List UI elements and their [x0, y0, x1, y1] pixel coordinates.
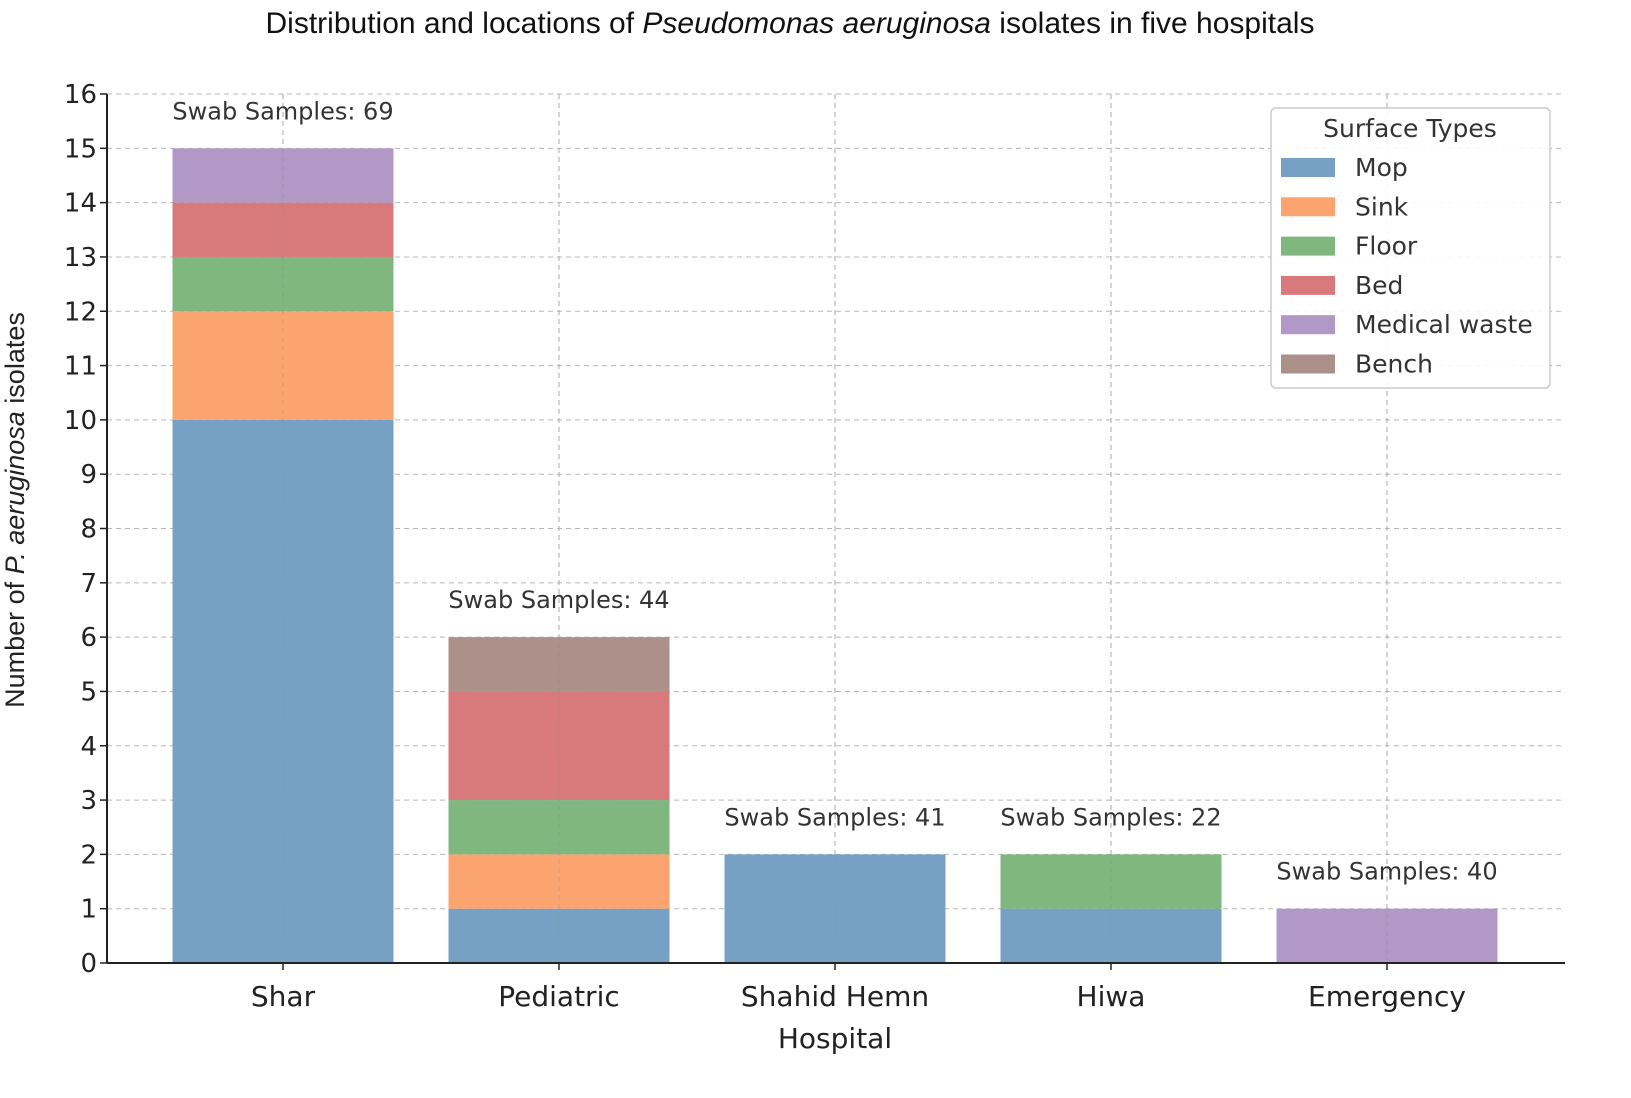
legend-label: Medical waste: [1355, 310, 1533, 339]
x-tick-label: Shahid Hemn: [741, 980, 929, 1013]
bar-annotations: Swab Samples: 69 Swab Samples: 44 Swab Sam…: [172, 97, 1497, 885]
y-tick-label: 9: [80, 460, 97, 490]
y-tick-label: 3: [80, 786, 97, 816]
y-tick-label: 7: [80, 569, 97, 599]
y-tick-label: 15: [64, 134, 97, 164]
y-tick-label: 16: [64, 80, 97, 110]
chart-title: Distribution and locations of Pseudomona…: [266, 7, 1315, 40]
bar-segment-bed: [448, 691, 670, 801]
bar-segment-sink: [448, 854, 670, 909]
legend: Surface Types Mop Sink Floor Bed Medical wast…: [1270, 107, 1551, 389]
legend-label: Sink: [1355, 192, 1409, 221]
legend-swatch: [1281, 354, 1335, 374]
swab-samples-label: Swab Samples: 41: [724, 803, 945, 831]
bar-segment-medical-waste: [172, 148, 394, 203]
x-axis-label: Hospital: [778, 1022, 892, 1055]
legend-swatch: [1281, 197, 1335, 217]
bar-segment-bench: [448, 637, 670, 692]
y-tick-label: 2: [80, 840, 97, 870]
bar-segment-floor: [172, 256, 394, 312]
swab-samples-label: Swab Samples: 44: [448, 586, 669, 614]
bar-segment-bed: [172, 202, 394, 257]
y-tick-label: 4: [80, 732, 97, 762]
legend-item-sink: Sink: [1281, 192, 1409, 221]
legend-item-mop: Mop: [1281, 153, 1408, 182]
y-tick-label: 10: [64, 406, 97, 436]
y-tick-label: 5: [80, 677, 97, 707]
bar-segment-mop: [724, 854, 946, 963]
y-tick-label: 14: [64, 189, 97, 219]
bar-segment-floor: [448, 800, 670, 855]
y-tick-label: 13: [64, 243, 97, 273]
legend-swatch: [1281, 275, 1335, 295]
legend-swatch: [1281, 236, 1335, 256]
swab-samples-label: Swab Samples: 22: [1000, 803, 1221, 831]
y-tick-label: 0: [80, 949, 97, 979]
y-tick-label: 12: [64, 297, 97, 327]
bar-segment-sink: [172, 311, 394, 420]
x-tick-label: Pediatric: [498, 980, 620, 1013]
bar-segment-mop: [1000, 908, 1222, 963]
legend-label: Floor: [1355, 232, 1418, 261]
bar-segment-mop: [172, 419, 394, 963]
legend-item-bed: Bed: [1281, 271, 1403, 300]
bar-segment-medical-waste: [1276, 908, 1498, 963]
legend-item-medical-waste: Medical waste: [1281, 310, 1533, 339]
bars: [172, 94, 1498, 963]
legend-label: Bed: [1355, 271, 1403, 300]
x-tick-label: Shar: [251, 980, 316, 1013]
y-tick-label: 8: [80, 515, 97, 545]
legend-item-floor: Floor: [1281, 232, 1418, 261]
bar-segment-floor: [1000, 854, 1222, 909]
legend-item-bench: Bench: [1281, 350, 1433, 379]
legend-label: Mop: [1355, 153, 1408, 182]
x-axis-ticks: Shar Pediatric Shahid Hemn Hiwa Emergency: [251, 963, 1466, 1013]
legend-box: [1270, 107, 1551, 389]
y-tick-label: 11: [64, 352, 97, 382]
swab-samples-label: Swab Samples: 40: [1276, 858, 1497, 886]
legend-swatch: [1281, 158, 1335, 177]
swab-samples-label: Swab Samples: 69: [172, 97, 393, 125]
x-tick-label: Hiwa: [1077, 980, 1146, 1013]
legend-swatch: [1281, 315, 1335, 335]
y-axis-label: Number of P. aeruginosa isolates: [0, 312, 30, 708]
y-tick-label: 6: [80, 623, 97, 653]
legend-label: Bench: [1355, 350, 1433, 379]
y-tick-label: 1: [80, 895, 97, 925]
legend-title: Surface Types: [1323, 114, 1497, 143]
bar-segment-mop: [448, 908, 670, 963]
x-tick-label: Emergency: [1308, 980, 1466, 1013]
